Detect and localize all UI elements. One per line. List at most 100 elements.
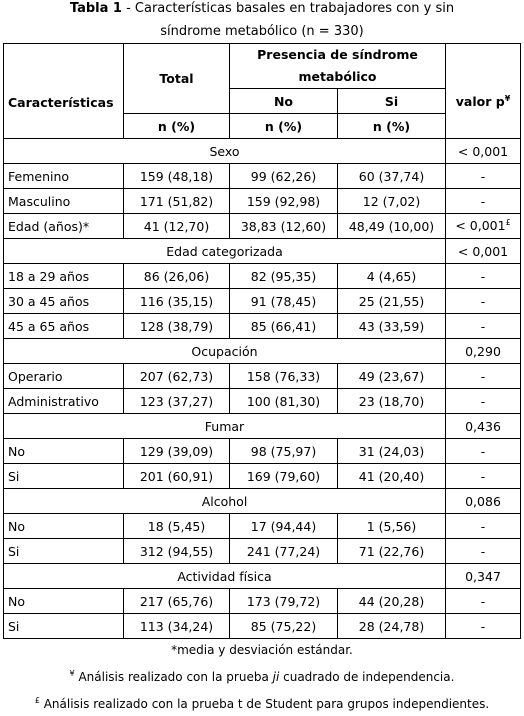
row-label: Operario [3, 363, 124, 389]
section-title: Ocupación [2, 338, 447, 364]
table-row: No 217 (65,76) 173 (79,72) 44 (20,28) - [3, 588, 522, 614]
cell-total: 201 (60,91) [123, 463, 230, 489]
section-pvalue: 0,086 [445, 488, 522, 514]
cell-si: 43 (33,59) [336, 313, 447, 339]
section-pvalue: 0,290 [445, 338, 522, 364]
footnote-1: *media y desviación estándar. [171, 643, 353, 657]
table-body: Sexo < 0,001 Femenino 159 (48,18) 99 (62,26)… [2, 138, 522, 639]
cell-pvalue-text: - [480, 318, 486, 334]
section-pvalue: < 0,001 [445, 138, 522, 164]
section-row: Ocupación 0,290 [2, 338, 522, 364]
table-row: Masculino 171 (51,82) 159 (92,98) 12 (7,02)… [3, 188, 522, 214]
cell-total: 18 (5,45) [123, 513, 230, 539]
cell-si: 12 (7,02) [336, 188, 447, 214]
row-label: Si [3, 613, 124, 639]
table-row: No 129 (39,09) 98 (75,97) 31 (24,03) - [3, 438, 522, 464]
row-label: No [3, 438, 124, 464]
cell-pvalue-text: - [480, 443, 486, 459]
header-presence: Presencia de síndrome metabólico [228, 43, 447, 89]
cell-si: 4 (4,65) [336, 263, 447, 289]
cell-si: 41 (20,40) [336, 463, 447, 489]
footnote-3-text: Análisis realizado con la prueba t de St… [39, 697, 490, 711]
cell-pvalue-text: - [480, 618, 486, 634]
caption-text-1: - Características basales en trabajadore… [121, 1, 455, 16]
cell-pvalue-text: - [480, 268, 486, 284]
header-characteristics: Características [3, 43, 124, 139]
table-row: 30 a 45 años 116 (35,15) 91 (78,45) 25 (21,… [3, 288, 522, 314]
header-presence-text: Presencia de síndrome metabólico [257, 47, 418, 84]
cell-pvalue-text: - [480, 168, 486, 184]
cell-pvalue: - [445, 313, 522, 339]
footnotes: *media y desviación estándar. ¥ Análisis… [0, 639, 524, 716]
row-label: 45 a 65 años [3, 313, 124, 339]
cell-total: 171 (51,82) [123, 188, 230, 214]
footnote-2: ¥ Análisis realizado con la prueba ji cu… [0, 662, 524, 689]
cell-no: 169 (79,60) [229, 463, 338, 489]
cell-no: 99 (62,26) [229, 163, 338, 189]
cell-pvalue-text: - [480, 593, 486, 609]
header-si: Si [336, 88, 447, 114]
cell-no: 85 (75,22) [229, 613, 338, 639]
caption-line-2: síndrome metabólico (n = 330) [160, 24, 364, 39]
cell-pvalue: - [445, 438, 522, 464]
header-pvalue: valor p¥ [445, 43, 522, 139]
header-no: No [229, 88, 338, 114]
cell-no: 159 (92,98) [229, 188, 338, 214]
cell-total: 217 (65,76) [123, 588, 230, 614]
section-pvalue: 0,436 [445, 413, 522, 439]
cell-total: 123 (37,27) [123, 388, 230, 414]
cell-pvalue: - [445, 613, 522, 639]
cell-no: 82 (95,35) [229, 263, 338, 289]
cell-si: 31 (24,03) [336, 438, 447, 464]
row-label: Si [3, 463, 124, 489]
section-title: Actividad física [2, 563, 447, 589]
cell-total: 128 (38,79) [123, 313, 230, 339]
header-unit-no: n (%) [229, 113, 338, 139]
table-row: Si 312 (94,55) 241 (77,24) 71 (22,76) - [3, 538, 522, 564]
caption-line-1: Tabla 1 - Características basales en tra… [0, 0, 524, 20]
footnote-2-italic: ji [272, 670, 280, 684]
table-row: Operario 207 (62,73) 158 (76,33) 49 (23,67)… [3, 363, 522, 389]
cell-no: 38,83 (12,60) [229, 213, 338, 239]
cell-total: 113 (34,24) [123, 613, 230, 639]
cell-si: 71 (22,76) [336, 538, 447, 564]
table-row: Edad (años)* 41 (12,70) 38,83 (12,60) 48,49… [3, 213, 522, 239]
row-label: Si [3, 538, 124, 564]
header-pvalue-text: valor p [455, 94, 505, 110]
cell-pvalue-sup: £ [505, 218, 511, 228]
row-label: No [3, 513, 124, 539]
characteristics-table: Características Total Presencia de síndr… [2, 43, 522, 639]
header-total: Total [123, 43, 230, 114]
cell-total: 312 (94,55) [123, 538, 230, 564]
row-label: Masculino [3, 188, 124, 214]
section-row: Actividad física 0,347 [2, 563, 522, 589]
cell-no: 17 (94,44) [229, 513, 338, 539]
row-label: Administrativo [3, 388, 124, 414]
cell-no: 100 (81,30) [229, 388, 338, 414]
caption-label: Tabla 1 [69, 1, 122, 16]
table-row: Si 113 (34,24) 85 (75,22) 28 (24,78) - [3, 613, 522, 639]
cell-pvalue-text: - [480, 468, 486, 484]
cell-pvalue-text: - [480, 368, 486, 384]
cell-total: 129 (39,09) [123, 438, 230, 464]
cell-pvalue: - [445, 288, 522, 314]
cell-pvalue-text: < 0,001 [455, 218, 506, 234]
row-label: Edad (años)* [3, 213, 124, 239]
table-row: 18 a 29 años 86 (26,06) 82 (95,35) 4 (4,65)… [3, 263, 522, 289]
cell-no: 91 (78,45) [229, 288, 338, 314]
footnote-3: £ Análisis realizado con la prueba t de … [0, 689, 524, 716]
cell-total: 116 (35,15) [123, 288, 230, 314]
cell-si: 23 (18,70) [336, 388, 447, 414]
table-caption: Tabla 1 - Características basales en tra… [0, 0, 524, 43]
section-pvalue: < 0,001 [445, 238, 522, 264]
cell-si: 48,49 (10,00) [336, 213, 447, 239]
cell-pvalue-text: - [480, 393, 486, 409]
row-label: Femenino [3, 163, 124, 189]
section-pvalue: 0,347 [445, 563, 522, 589]
table-row: Femenino 159 (48,18) 99 (62,26) 60 (37,74) - [3, 163, 522, 189]
cell-pvalue: - [445, 588, 522, 614]
table-row: 45 a 65 años 128 (38,79) 85 (66,41) 43 (33,… [3, 313, 522, 339]
row-label: 30 a 45 años [3, 288, 124, 314]
cell-pvalue: - [445, 188, 522, 214]
cell-pvalue-text: - [480, 293, 486, 309]
